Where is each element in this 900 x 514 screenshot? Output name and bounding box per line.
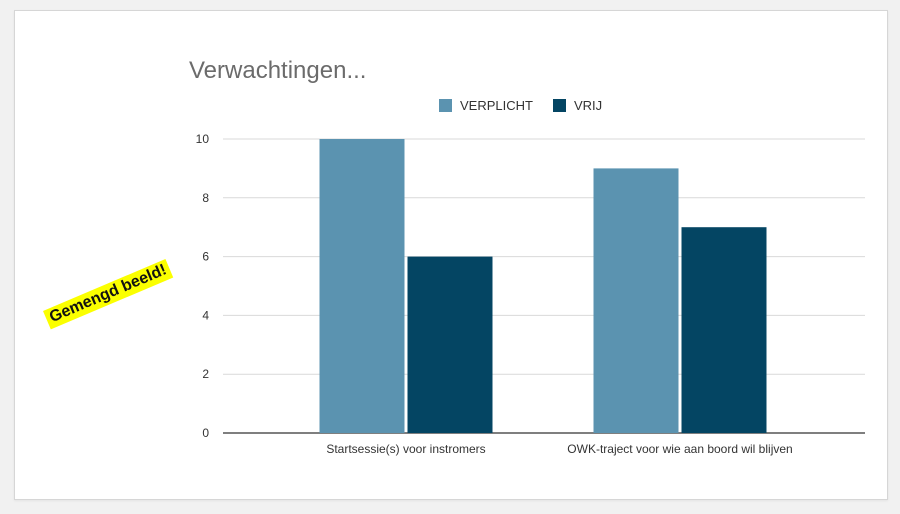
- chart-card: Verwachtingen... VERPLICHT VRIJ Gemengd …: [14, 10, 888, 500]
- legend-label-vrij: VRIJ: [573, 98, 603, 113]
- legend-item-vrij: VRIJ: [552, 98, 603, 113]
- y-tick-label: 10: [196, 132, 210, 146]
- legend-swatch-vrij: [552, 99, 566, 112]
- y-tick-label: 8: [202, 191, 209, 205]
- chart-legend: VERPLICHT VRIJ: [439, 98, 622, 113]
- legend-label-verplicht: VERPLICHT: [460, 98, 533, 113]
- chart-title: Verwachtingen...: [189, 57, 367, 84]
- chart-plot: 0 2 4 6 8 10 Startsessie(s) voor instromers OWK…: [196, 132, 865, 456]
- legend-item-verplicht: VERPLICHT: [439, 98, 533, 113]
- bar-vrij-1: [681, 227, 767, 433]
- x-category-label: OWK-traject voor wie aan boord wil blijv…: [567, 442, 792, 456]
- legend-swatch-verplicht: [439, 99, 452, 112]
- y-tick-label: 4: [202, 308, 209, 322]
- bar-vrij-0: [407, 256, 493, 433]
- bar-verplicht-1: [593, 168, 679, 433]
- y-tick-label: 6: [202, 250, 209, 264]
- y-tick-label: 2: [202, 367, 209, 381]
- bar-verplicht-0: [319, 139, 405, 433]
- y-tick-label: 0: [202, 426, 209, 440]
- x-category-label: Startsessie(s) voor instromers: [326, 442, 485, 456]
